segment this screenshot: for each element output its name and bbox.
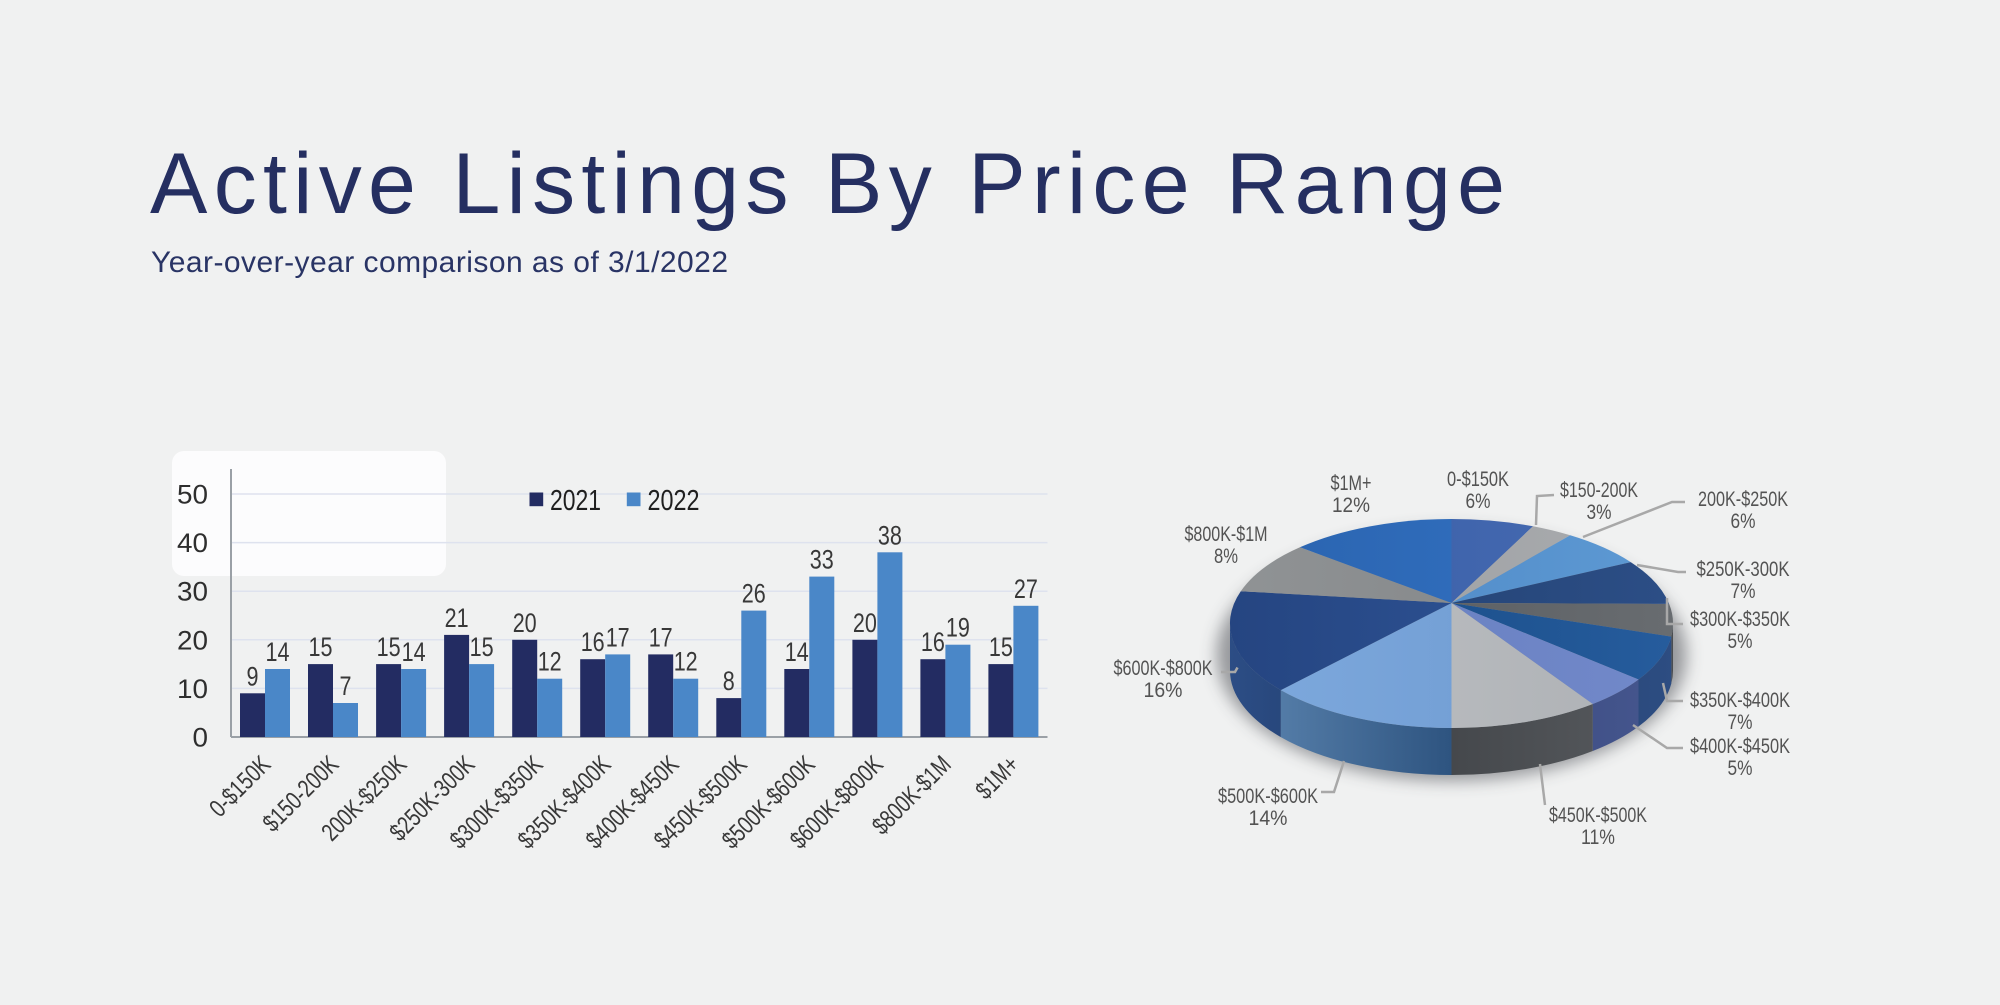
svg-text:8: 8 — [723, 666, 735, 696]
svg-text:Year-over-year comparison as o: Year-over-year comparison as of 3/1/2022 — [151, 246, 728, 279]
svg-text:$400K-$450K: $400K-$450K — [1690, 735, 1790, 758]
svg-text:17: 17 — [649, 622, 673, 652]
svg-text:15: 15 — [989, 632, 1013, 662]
svg-text:0: 0 — [193, 723, 209, 753]
svg-text:$500K-$600K: $500K-$600K — [1218, 785, 1318, 808]
svg-text:Active Listings By Price Range: Active Listings By Price Range — [150, 136, 1505, 232]
svg-text:16%: 16% — [1144, 679, 1183, 702]
svg-text:$600K-$800K: $600K-$800K — [1114, 657, 1213, 680]
svg-text:12%: 12% — [1332, 494, 1370, 517]
svg-text:19: 19 — [946, 613, 970, 643]
svg-text:27: 27 — [1014, 574, 1038, 604]
svg-text:$250K-300K: $250K-300K — [1697, 558, 1790, 581]
svg-text:20: 20 — [853, 608, 877, 638]
svg-text:12: 12 — [538, 647, 562, 677]
svg-text:15: 15 — [377, 632, 401, 662]
svg-text:14: 14 — [785, 637, 809, 667]
svg-text:16: 16 — [581, 627, 605, 657]
svg-text:$150-200K: $150-200K — [1560, 479, 1638, 502]
svg-text:6%: 6% — [1731, 510, 1756, 533]
svg-text:15: 15 — [309, 632, 333, 662]
svg-text:0-$150K: 0-$150K — [1447, 468, 1509, 491]
svg-text:6%: 6% — [1466, 490, 1491, 513]
svg-text:12: 12 — [674, 647, 698, 677]
svg-text:2022: 2022 — [648, 485, 700, 517]
svg-text:14: 14 — [402, 637, 426, 667]
svg-text:38: 38 — [878, 520, 902, 550]
svg-text:9: 9 — [247, 661, 259, 691]
svg-text:17: 17 — [606, 622, 630, 652]
svg-text:16: 16 — [921, 627, 945, 657]
svg-text:20: 20 — [177, 625, 208, 655]
svg-text:$1M+: $1M+ — [1331, 472, 1372, 495]
svg-text:11%: 11% — [1581, 826, 1615, 849]
svg-text:5%: 5% — [1728, 757, 1753, 780]
svg-text:7%: 7% — [1731, 580, 1756, 603]
svg-text:2021: 2021 — [550, 485, 601, 517]
svg-text:14: 14 — [266, 637, 290, 667]
svg-text:10: 10 — [177, 674, 208, 704]
svg-text:5%: 5% — [1728, 630, 1753, 653]
svg-text:7%: 7% — [1728, 711, 1753, 734]
svg-text:20: 20 — [513, 608, 537, 638]
svg-text:26: 26 — [742, 579, 766, 609]
svg-text:40: 40 — [177, 528, 208, 558]
svg-text:50: 50 — [177, 480, 208, 510]
svg-text:15: 15 — [470, 632, 494, 662]
svg-text:$450K-$500K: $450K-$500K — [1549, 804, 1647, 827]
svg-text:33: 33 — [810, 545, 834, 575]
svg-text:3%: 3% — [1587, 501, 1612, 524]
svg-text:$300K-$350K: $300K-$350K — [1690, 608, 1790, 631]
svg-text:$800K-$1M: $800K-$1M — [1185, 523, 1268, 546]
svg-text:21: 21 — [445, 603, 469, 633]
svg-text:200K-$250K: 200K-$250K — [1698, 488, 1788, 511]
svg-text:14%: 14% — [1249, 807, 1288, 830]
svg-text:$350K-$400K: $350K-$400K — [1690, 689, 1790, 712]
svg-text:8%: 8% — [1214, 545, 1238, 568]
svg-text:7: 7 — [340, 671, 352, 701]
svg-text:30: 30 — [177, 577, 208, 607]
